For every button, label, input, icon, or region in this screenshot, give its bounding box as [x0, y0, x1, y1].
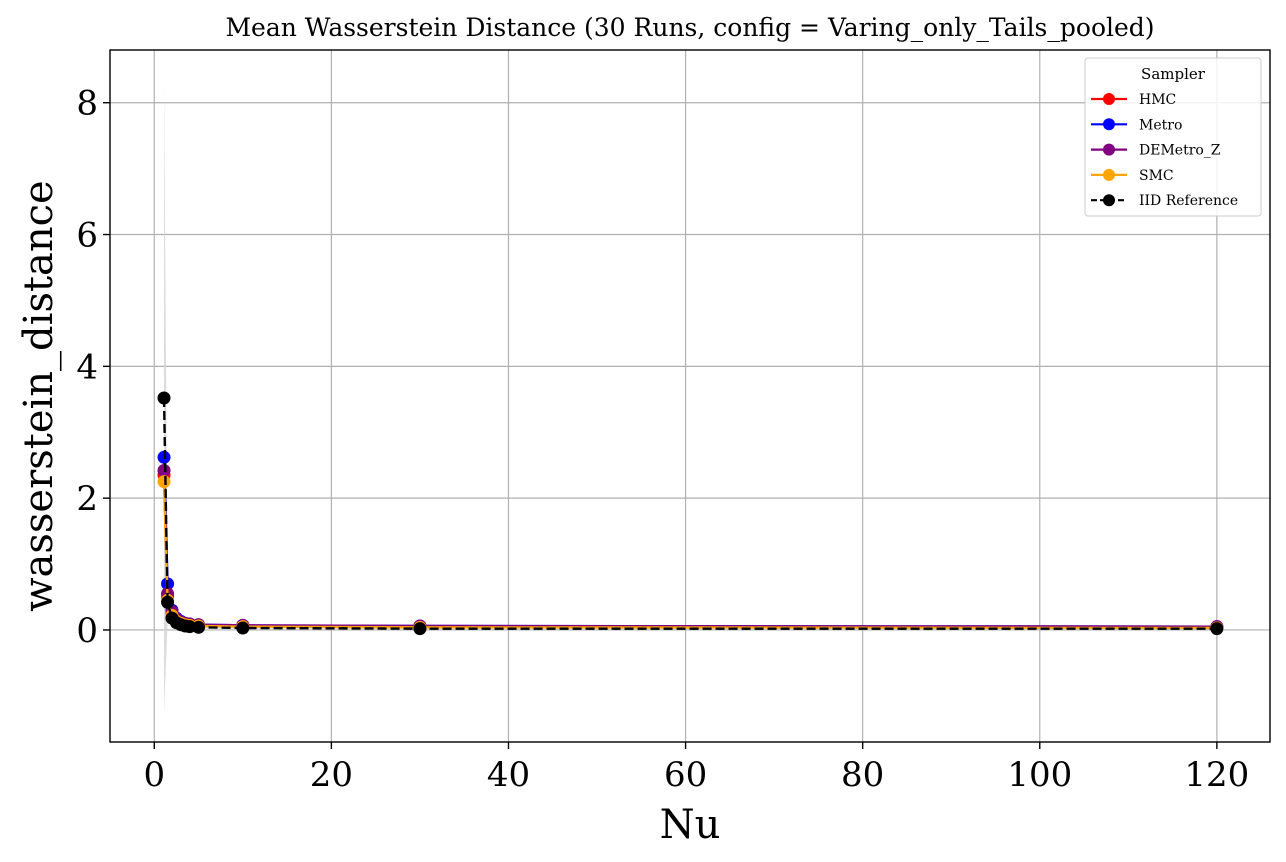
legend-swatch-marker [1103, 143, 1115, 156]
y-tick-label: 0 [76, 611, 98, 651]
y-tick-label: 8 [76, 84, 98, 124]
y-axis: 0 2 4 6 8 [76, 84, 110, 651]
legend-swatch-marker [1103, 194, 1115, 207]
legend: Sampler HMC Metro DEMetro_Z SMC IID Referenc… [1084, 57, 1262, 217]
iid-reference-point [1210, 622, 1224, 636]
legend-items: HMC Metro DEMetro_Z SMC IID Reference [1091, 92, 1238, 209]
legend-label: IID Reference [1139, 193, 1238, 209]
legend-label: HMC [1139, 92, 1176, 108]
iid-reference-line [162, 397, 1217, 630]
demetro-z-point [157, 463, 171, 477]
legend-item-metro: Metro [1091, 117, 1182, 133]
legend-item-smc: SMC [1091, 168, 1174, 184]
confidence-bands [164, 82, 1217, 713]
series-smc [157, 475, 1224, 635]
iid-reference-point [157, 391, 171, 405]
x-tick-label: 120 [1184, 755, 1249, 795]
x-tick-label: 0 [143, 755, 165, 795]
chart-title: Mean Wasserstein Distance (30 Runs, conf… [225, 13, 1154, 42]
legend-title: Sampler [1141, 65, 1206, 83]
x-tick-label: 60 [664, 755, 707, 795]
legend-swatch-marker [1103, 168, 1115, 181]
iid-reference-point [192, 620, 206, 634]
y-tick-label: 4 [76, 347, 98, 387]
series-layer [157, 391, 1224, 636]
plot-frame [109, 49, 1271, 743]
series-iid-reference [157, 391, 1224, 636]
iid-reference-band [164, 82, 1217, 713]
smc-line [162, 481, 1217, 630]
iid-reference-point [161, 595, 175, 609]
iid-reference-point [236, 621, 250, 635]
series-metro [157, 450, 1224, 634]
metro-line [162, 457, 1217, 628]
legend-item-iid-reference: IID Reference [1091, 193, 1238, 209]
legend-swatch-marker [1103, 93, 1115, 105]
y-tick-label: 2 [76, 479, 98, 519]
legend-swatch-marker [1103, 118, 1115, 131]
grid [110, 50, 1270, 742]
x-tick-label: 20 [310, 755, 353, 795]
legend-box [1084, 57, 1262, 217]
x-axis-label: Nu [660, 802, 721, 848]
x-tick-label: 40 [487, 755, 530, 795]
smc-point [157, 475, 171, 489]
x-axis: 0 20 40 60 80 100 120 [143, 742, 1249, 795]
y-tick-label: 6 [76, 216, 98, 256]
legend-label: SMC [1139, 168, 1174, 184]
legend-label: Metro [1139, 117, 1182, 133]
x-tick-label: 80 [841, 755, 884, 795]
legend-item-demetro-z: DEMetro_Z [1091, 143, 1221, 159]
series-demetro-z [157, 463, 1224, 634]
legend-label: DEMetro_Z [1139, 143, 1221, 159]
iid-reference-point [413, 622, 427, 636]
legend-item-hmc: HMC [1091, 92, 1176, 108]
demetro-z-line [162, 470, 1217, 628]
series-hmc [157, 468, 1224, 634]
x-tick-label: 100 [1007, 755, 1072, 795]
y-axis-label: wasserstein_distance [16, 180, 62, 611]
